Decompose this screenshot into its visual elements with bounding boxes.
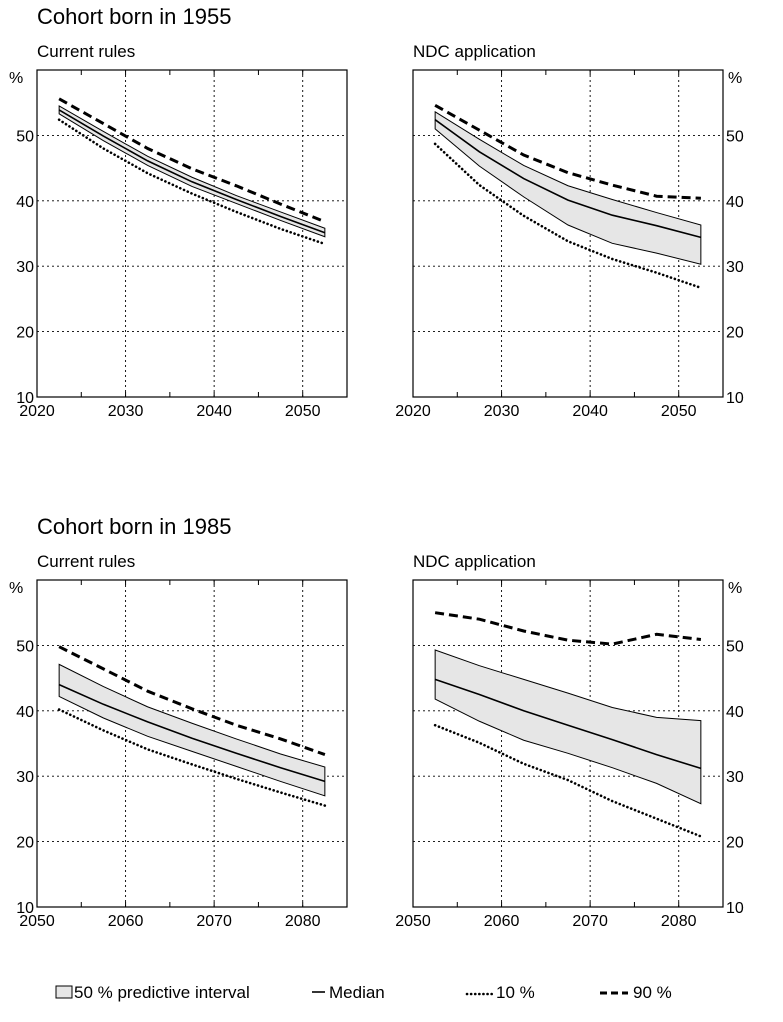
legend-label-p10: 10 % xyxy=(496,983,535,1002)
x-tick-label: 2050 xyxy=(19,913,55,930)
x-tick-label: 2080 xyxy=(285,913,321,930)
y-tick-label: 10 xyxy=(726,390,744,407)
legend-swatch-band xyxy=(55,985,73,999)
median-line xyxy=(58,683,326,783)
chart-panel-2: Current rules% 10 20 30 40 50 2050 2060 2070 2080 xyxy=(9,552,348,930)
y-tick-label: 50 xyxy=(726,638,744,655)
x-tick-label: 2060 xyxy=(484,913,520,930)
p90-line xyxy=(58,645,326,757)
y-tick-label: 20 xyxy=(16,325,34,342)
panel-title: NDC application xyxy=(413,42,536,61)
x-tick-label: 2040 xyxy=(196,403,232,420)
x-tick-label: 2020 xyxy=(395,403,431,420)
p10-line xyxy=(57,118,327,246)
y-unit-label: % xyxy=(728,580,742,597)
y-tick-label: 40 xyxy=(16,194,34,211)
y-tick-label: 50 xyxy=(726,128,744,145)
y-tick-label: 30 xyxy=(726,259,744,276)
legend: 50 % predictive interval Median 10 % 90 % xyxy=(55,983,672,1002)
plot-frame xyxy=(412,69,724,398)
y-tick-label: 20 xyxy=(726,325,744,342)
p10-line xyxy=(433,142,703,290)
predictive-interval-band xyxy=(434,110,702,265)
y-tick-label: 30 xyxy=(16,769,34,786)
y-tick-label: 30 xyxy=(16,259,34,276)
y-tick-label: 40 xyxy=(16,704,34,721)
x-tick-label: 2020 xyxy=(19,403,55,420)
x-tick-label: 2070 xyxy=(572,913,608,930)
panel-title: Current rules xyxy=(37,42,135,61)
legend-label-band: 50 % predictive interval xyxy=(74,983,250,1002)
median-line xyxy=(434,678,702,770)
x-tick-label: 2050 xyxy=(661,403,697,420)
y-tick-label: 20 xyxy=(16,835,34,852)
x-tick-label: 2070 xyxy=(196,913,232,930)
y-unit-label: % xyxy=(9,70,23,87)
x-tick-label: 2050 xyxy=(285,403,321,420)
x-tick-label: 2030 xyxy=(484,403,520,420)
y-unit-label: % xyxy=(728,70,742,87)
y-tick-label: 10 xyxy=(16,390,34,407)
x-tick-label: 2040 xyxy=(572,403,608,420)
median-line xyxy=(434,119,702,239)
predictive-interval-band xyxy=(58,663,326,797)
plot-frame xyxy=(412,579,724,908)
predictive-interval-band xyxy=(434,649,702,805)
y-unit-label: % xyxy=(9,580,23,597)
y-tick-label: 40 xyxy=(726,704,744,721)
plot-frame xyxy=(36,579,348,908)
y-tick-label: 10 xyxy=(16,900,34,917)
y-tick-label: 20 xyxy=(726,835,744,852)
x-tick-label: 2030 xyxy=(108,403,144,420)
panel-title: Current rules xyxy=(37,552,135,571)
y-tick-label: 30 xyxy=(726,769,744,786)
plot-frame xyxy=(36,69,348,398)
y-tick-label: 40 xyxy=(726,194,744,211)
legend-label-p90: 90 % xyxy=(633,983,672,1002)
cohort-title-1955: Cohort born in 1955 xyxy=(37,4,231,29)
p90-line xyxy=(434,611,702,646)
cohort-title-1985: Cohort born in 1985 xyxy=(37,514,231,539)
x-tick-label: 2080 xyxy=(661,913,697,930)
p10-line xyxy=(433,723,703,838)
legend-label-median: Median xyxy=(329,983,385,1002)
x-tick-label: 2060 xyxy=(108,913,144,930)
chart-panel-3: NDC application% 10 20 30 40 50 2050 2060 2070 20… xyxy=(395,552,744,930)
p90-line xyxy=(58,97,326,224)
y-tick-label: 50 xyxy=(16,638,34,655)
predictive-interval-band xyxy=(58,105,326,238)
p10-line xyxy=(57,708,327,807)
panel-title: NDC application xyxy=(413,552,536,571)
x-tick-label: 2050 xyxy=(395,913,431,930)
p90-line xyxy=(434,103,701,200)
median-line xyxy=(58,109,326,234)
y-tick-label: 10 xyxy=(726,900,744,917)
y-tick-label: 50 xyxy=(16,128,34,145)
